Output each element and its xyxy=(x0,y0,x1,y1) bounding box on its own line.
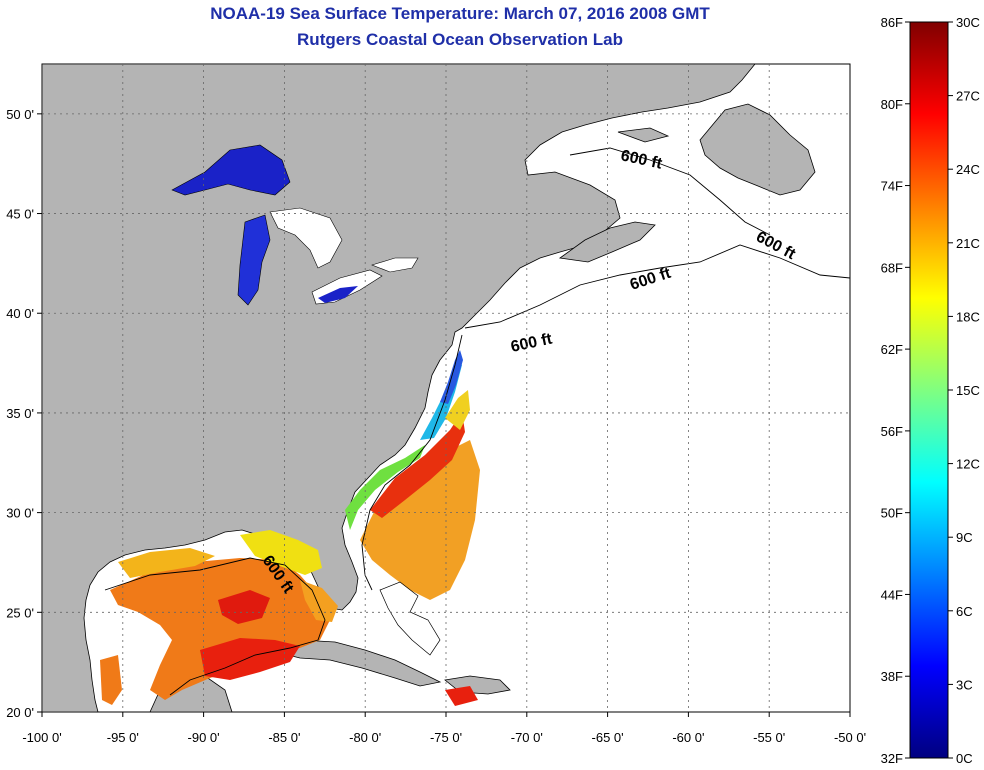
colorbar-label-f: 32F xyxy=(881,751,903,766)
colorbar-label-f: 62F xyxy=(881,342,903,357)
sst-west-fl-shelf xyxy=(300,580,338,622)
sst-gulf-shelf-yellow xyxy=(240,530,322,575)
isobath-bahamas xyxy=(379,581,441,656)
colorbar-label-c: 24C xyxy=(956,162,980,177)
colorbar-label-f: 44F xyxy=(881,587,903,602)
lake-ontario xyxy=(371,257,419,273)
lat-tick-label: 35 0' xyxy=(6,406,34,421)
lon-tick-label: -85 0' xyxy=(268,730,300,745)
colorbar-label-c: 6C xyxy=(956,604,973,619)
lat-tick-label: 40 0' xyxy=(6,306,34,321)
colorbar-label-c: 12C xyxy=(956,457,980,472)
sst-bahamas-red xyxy=(445,686,478,706)
lon-tick-label: -75 0' xyxy=(430,730,462,745)
colorbar-labels: 86F 80F 74F 68F 62F 56F 50F 44F 38F 32F 30C 27C 24C 2… xyxy=(881,15,980,766)
sst-gulf-orange xyxy=(110,558,330,700)
land-north-america xyxy=(42,64,756,712)
axis-ticks: -100 0' -95 0' -90 0' -85 0' -80 0' -75 0' -70… xyxy=(6,107,866,745)
land-anticosti xyxy=(617,127,670,143)
sst-mexico-coast xyxy=(100,655,122,705)
sst-gulf-red xyxy=(200,638,300,680)
colorbar-label-c: 30C xyxy=(956,15,980,30)
lat-tick-label: 45 0' xyxy=(6,207,34,222)
lake-superior xyxy=(171,144,291,196)
colorbar-label-f: 74F xyxy=(881,179,903,194)
lon-tick-label: -90 0' xyxy=(188,730,220,745)
colorbar-label-c: 15C xyxy=(956,383,980,398)
lon-tick-label: -95 0' xyxy=(107,730,139,745)
isobath-600ft-southeast xyxy=(361,334,463,591)
isobath-600ft-gulf xyxy=(104,557,326,696)
lon-tick-label: -100 0' xyxy=(22,730,61,745)
sst-carolina-shelf-green xyxy=(345,445,425,530)
colorbar-label-f: 86F xyxy=(881,15,903,30)
colorbar-label-f: 56F xyxy=(881,424,903,439)
map-content: 600 ft 600 ft 600 ft 600 ft 600 ft xyxy=(42,64,850,712)
lake-erie-cold-patch xyxy=(318,286,358,303)
colorbar-label-f: 68F xyxy=(881,260,903,275)
colorbar-label-c: 18C xyxy=(956,309,980,324)
sst-gulf-stream-red xyxy=(370,412,465,518)
lat-tick-label: 20 0' xyxy=(6,705,34,720)
land-nova-scotia xyxy=(558,221,656,263)
colorbar-label-f: 50F xyxy=(881,506,903,521)
lon-tick-label: -80 0' xyxy=(349,730,381,745)
lon-tick-label: -65 0' xyxy=(592,730,624,745)
colorbar-label-c: 27C xyxy=(956,89,980,104)
lat-tick-label: 25 0' xyxy=(6,605,34,620)
sst-atlantic-orange xyxy=(360,440,480,600)
land-newfoundland xyxy=(699,103,816,196)
colorbar-label-f: 80F xyxy=(881,97,903,112)
sst-gulf-red-2 xyxy=(218,590,270,624)
map-title: NOAA-19 Sea Surface Temperature: March 0… xyxy=(210,4,710,23)
lake-huron xyxy=(269,207,343,269)
colorbar-label-c: 3C xyxy=(956,677,973,692)
lon-tick-label: -60 0' xyxy=(672,730,704,745)
map-subtitle: Rutgers Coastal Ocean Observation Lab xyxy=(297,30,623,49)
lon-tick-label: -50 0' xyxy=(834,730,866,745)
lon-tick-label: -70 0' xyxy=(511,730,543,745)
colorbar xyxy=(909,21,949,759)
lat-tick-label: 50 0' xyxy=(6,107,34,122)
sst-slope-yellow xyxy=(445,390,470,430)
graticule xyxy=(42,64,850,712)
colorbar-label-c: 0C xyxy=(956,751,973,766)
colorbar-label-f: 38F xyxy=(881,669,903,684)
sst-gulf-yellow-west xyxy=(118,548,215,578)
colorbar-label-c: 9C xyxy=(956,530,973,545)
lake-michigan xyxy=(237,214,271,306)
lat-tick-label: 30 0' xyxy=(6,506,34,521)
land-cuba xyxy=(266,639,442,687)
colorbar-label-c: 21C xyxy=(956,236,980,251)
isobath-600ft-gulf-st-lawrence xyxy=(569,147,771,236)
lon-tick-label: -55 0' xyxy=(753,730,785,745)
